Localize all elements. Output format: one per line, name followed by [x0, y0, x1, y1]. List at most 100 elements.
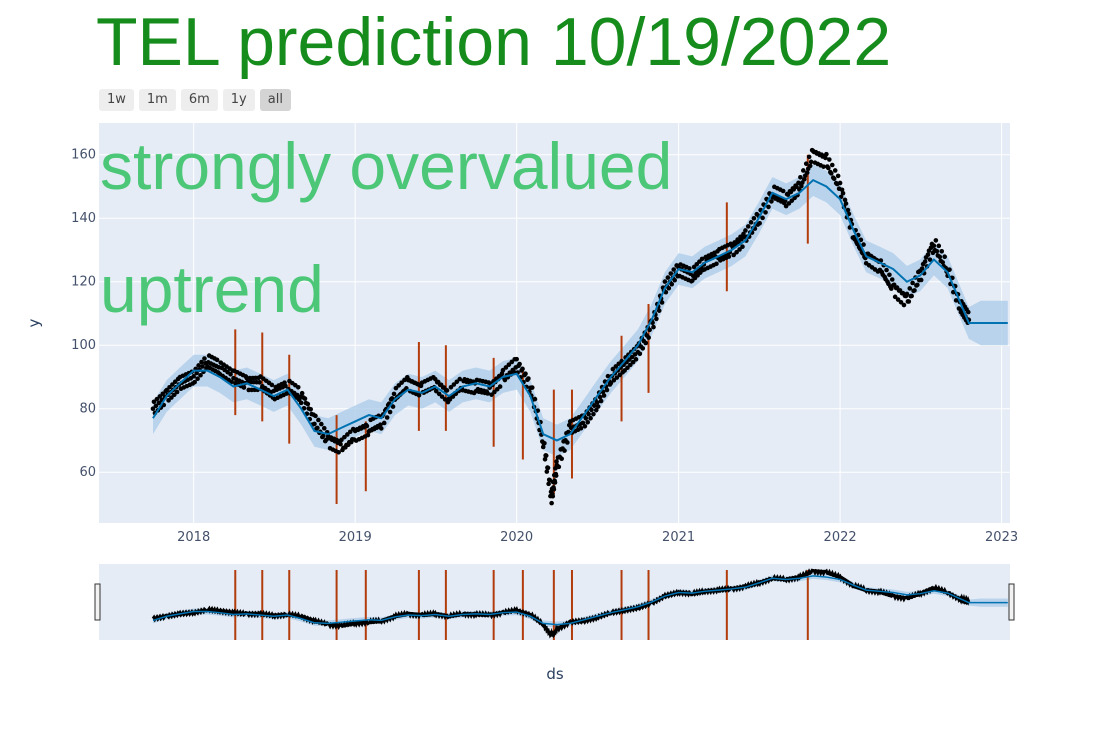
observed-point: [665, 275, 671, 280]
observed-point: [751, 215, 757, 221]
observed-point: [336, 450, 341, 455]
observed-point: [164, 387, 169, 393]
observed-point: [927, 257, 933, 262]
observed-point: [671, 267, 677, 272]
y-axis-label: y: [25, 318, 43, 327]
observed-point: [257, 380, 262, 385]
observed-point: [542, 440, 547, 446]
observed-point: [585, 419, 591, 425]
observed-point: [940, 260, 946, 265]
range-button-1m[interactable]: 1m: [138, 89, 176, 111]
observed-point: [578, 425, 584, 431]
observed-point: [399, 380, 404, 385]
range-button-1y[interactable]: 1y: [222, 89, 255, 111]
observed-point: [447, 397, 453, 402]
observed-point: [302, 396, 308, 401]
observed-point: [892, 294, 898, 300]
observed-point: [654, 316, 659, 322]
observed-point: [170, 382, 175, 387]
observed-point: [194, 370, 199, 376]
observed-point: [301, 405, 307, 411]
range-slider-forecast: [152, 575, 1008, 626]
observed-point: [808, 159, 814, 165]
observed-point: [509, 359, 515, 365]
annotation-valuation: strongly overvalued: [100, 129, 673, 203]
observed-point: [839, 187, 845, 193]
observed-point: [199, 359, 204, 365]
observed-point: [485, 391, 491, 396]
range-button-1w[interactable]: 1w: [99, 89, 134, 111]
range-slider-right-handle: [1008, 583, 1015, 621]
observed-point: [824, 151, 829, 157]
observed-point: [831, 176, 837, 181]
observed-point: [801, 176, 807, 182]
observed-point: [598, 398, 604, 404]
main-plot-area[interactable]: [99, 123, 1010, 523]
observed-point: [451, 382, 457, 387]
observed-point: [726, 254, 732, 259]
observed-point: [937, 254, 943, 260]
observed-point: [659, 300, 665, 305]
observed-point: [901, 302, 907, 308]
observed-point: [580, 420, 586, 426]
forecast-line: [152, 178, 1008, 442]
observed-point: [806, 154, 812, 160]
observed-point: [832, 168, 838, 173]
observed-point: [174, 389, 180, 395]
observed-point: [965, 309, 971, 315]
range-button-all[interactable]: all: [259, 89, 291, 111]
observed-point: [821, 164, 826, 169]
observed-point: [887, 272, 892, 278]
observed-point: [796, 180, 801, 186]
observed-point: [780, 188, 786, 194]
observed-point: [766, 204, 771, 210]
observed-point: [157, 394, 163, 399]
observed-point: [925, 252, 931, 257]
observed-point: [347, 429, 353, 435]
observed-point: [616, 361, 622, 367]
observed-point: [586, 411, 591, 417]
observed-point: [502, 377, 508, 383]
observed-point: [604, 387, 610, 393]
observed-point: [196, 363, 201, 368]
observed-point: [378, 422, 383, 427]
range-button-6m[interactable]: 6m: [180, 89, 218, 111]
observed-point: [633, 357, 639, 362]
observed-point: [628, 362, 633, 368]
observed-point: [669, 281, 675, 287]
observed-point: [835, 173, 841, 179]
observed-point: [298, 400, 304, 406]
observed-point: [933, 238, 939, 243]
y-tick-label: 140: [71, 211, 96, 226]
observed-point: [228, 371, 233, 377]
observed-point: [448, 384, 454, 390]
x-tick-label: 2023: [985, 530, 1018, 545]
observed-point: [551, 487, 557, 492]
observed-point: [195, 376, 200, 382]
observed-point: [588, 415, 593, 421]
observed-point: [503, 365, 509, 370]
range-slider[interactable]: [94, 564, 1015, 640]
x-tick-label: 2019: [339, 530, 372, 545]
observed-point: [339, 437, 344, 443]
observed-point: [436, 391, 442, 397]
x-tick-label: 2021: [662, 530, 695, 545]
chart-title: TEL prediction 10/19/2022: [96, 4, 892, 80]
observed-point: [625, 365, 630, 370]
observed-point: [457, 376, 463, 382]
observed-point: [912, 288, 917, 293]
observed-point: [783, 203, 789, 209]
observed-point: [345, 432, 350, 437]
observed-point: [898, 299, 904, 305]
observed-point: [338, 441, 343, 447]
observed-point: [737, 247, 742, 252]
observed-point: [592, 403, 597, 409]
observed-point: [532, 396, 538, 402]
observed-point: [801, 168, 806, 173]
observed-point: [387, 409, 393, 415]
observed-point: [167, 384, 172, 390]
axes: 60 80 100 120 140 160 2018 2019 2020 2021 2022 2023…: [25, 148, 1018, 683]
observed-point: [595, 404, 601, 409]
range-slider-observed: [151, 568, 971, 639]
